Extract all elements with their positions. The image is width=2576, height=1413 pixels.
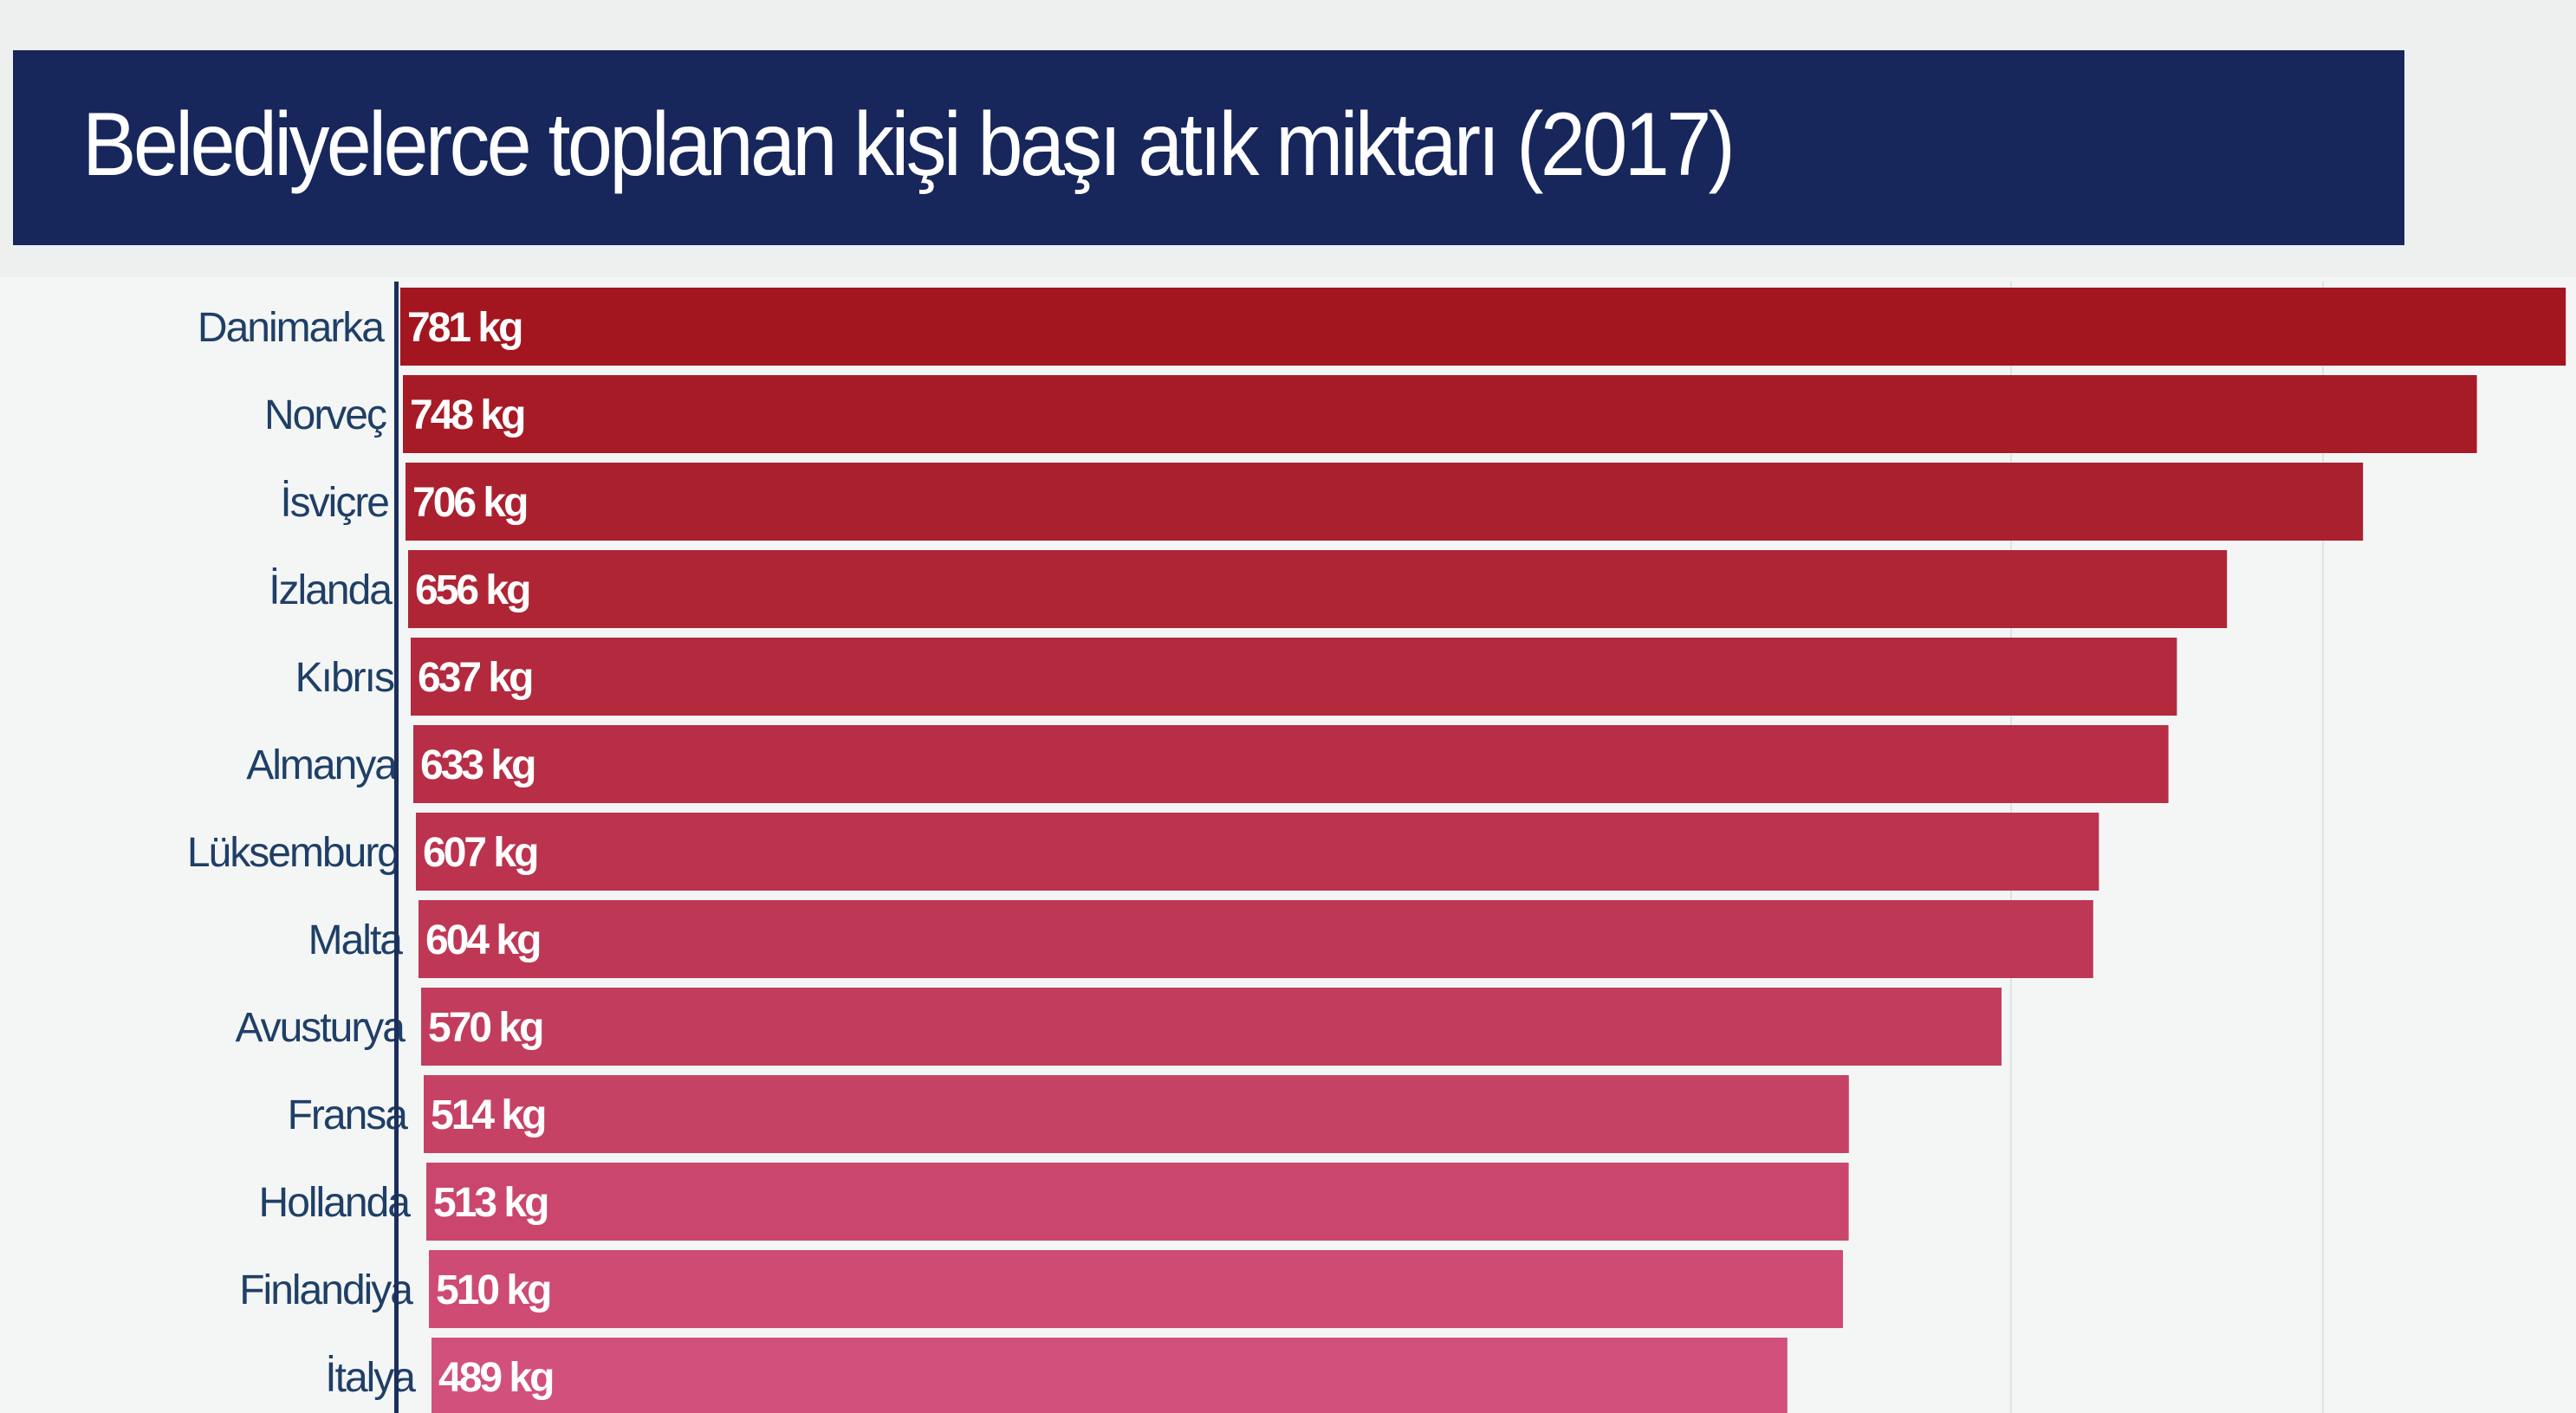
data-label: 510 kg [436, 1267, 550, 1313]
y-axis-line [394, 282, 399, 1413]
bar-Avusturya [421, 988, 2002, 1066]
category-label: Lüksemburg [187, 830, 399, 876]
bar-Almanya [413, 725, 2169, 803]
category-label: Danimarka [198, 305, 385, 351]
title-bar: Belediyelerce toplanan kişi başı atık mi… [13, 50, 2404, 245]
bar-İzlanda [408, 550, 2228, 628]
bar-Fransa [424, 1075, 1849, 1153]
data-label: 604 kg [425, 917, 540, 963]
category-label: İtalya [325, 1355, 416, 1401]
category-label: Fransa [288, 1092, 409, 1138]
category-label: Almanya [246, 742, 398, 788]
data-label: 706 kg [412, 480, 527, 526]
data-label: 748 kg [410, 392, 524, 438]
bar-İtalya [431, 1338, 1788, 1413]
bar-Hollanda [426, 1163, 1849, 1241]
data-label: 489 kg [438, 1355, 553, 1401]
bar-Kıbrıs [411, 638, 2177, 716]
data-label: 781 kg [407, 305, 522, 351]
bar-İsviçre [406, 463, 2364, 541]
category-label: Norveç [264, 392, 386, 438]
data-label: 633 kg [420, 742, 535, 788]
data-label: 514 kg [431, 1092, 545, 1138]
data-label: 637 kg [418, 655, 532, 701]
category-label: Avusturya [235, 1005, 406, 1051]
data-label: 570 kg [428, 1005, 542, 1051]
data-label: 656 kg [415, 567, 529, 613]
category-label: Malta [308, 917, 404, 963]
data-label: 513 kg [433, 1180, 548, 1226]
chart-title: Belediyelerce toplanan kişi başı atık mi… [82, 94, 1736, 195]
category-label: İsviçre [280, 480, 388, 526]
bar-Norveç [403, 375, 2477, 453]
bar-Malta [419, 900, 2093, 978]
bar-Finlandiya [429, 1250, 1843, 1328]
category-label: Kıbrıs [295, 655, 394, 701]
bar-Lüksemburg [416, 813, 2099, 891]
category-label: Finlandiya [239, 1267, 413, 1313]
category-label: Hollanda [259, 1180, 412, 1226]
category-label: İzlanda [269, 567, 393, 613]
gridline [2322, 282, 2324, 1413]
data-label: 607 kg [423, 830, 537, 876]
bar-Danimarka [400, 288, 2566, 366]
